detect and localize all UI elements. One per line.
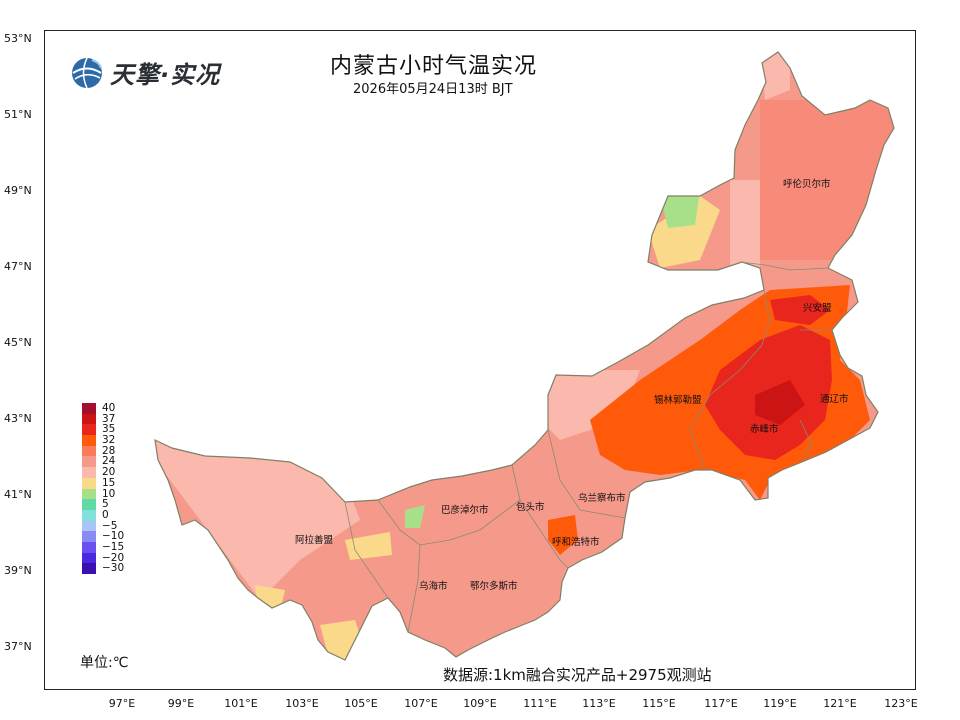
city-label-hulunbuir: 呼伦贝尔市 <box>783 179 831 190</box>
legend-swatch <box>82 520 96 532</box>
patch-green-center <box>405 505 425 528</box>
map-title: 内蒙古小时气温实况 <box>330 54 538 79</box>
lon-tick-117: 117°E <box>704 697 738 710</box>
legend-swatch <box>82 413 96 425</box>
zone-cool-north-tip <box>760 52 790 100</box>
zone-hot-hohhot <box>548 515 578 555</box>
legend-swatch <box>82 467 96 478</box>
legend-swatch <box>82 499 96 510</box>
lat-tick-39: 39°N <box>4 564 32 577</box>
city-label-alxa: 阿拉善盟 <box>295 535 334 546</box>
globe-icon <box>72 57 102 88</box>
city-label-xilingol: 锡林郭勒盟 <box>654 395 702 406</box>
zone-cool-north <box>540 370 640 440</box>
legend-swatch <box>82 509 96 521</box>
patch-green-nw <box>660 190 700 228</box>
lon-tick-115: 115°E <box>642 697 676 710</box>
legend-label: −15 <box>102 540 125 553</box>
legend-swatch <box>82 424 96 436</box>
zone-hot-37 <box>755 380 805 425</box>
lon-tick-105: 105°E <box>344 697 378 710</box>
legend-swatch <box>82 456 96 468</box>
lon-tick-97: 97°E <box>108 697 136 710</box>
lon-tick-123: 123°E <box>884 697 918 710</box>
legend-label: 28 <box>102 444 116 457</box>
city-label-wuhai: 乌海市 <box>419 581 448 592</box>
legend-label: 35 <box>102 423 116 436</box>
city-label-baotou: 包头市 <box>516 502 545 513</box>
lat-tick-43: 43°N <box>4 412 32 425</box>
patch-yellow-nw <box>648 196 720 268</box>
lon-tick-103: 103°E <box>285 697 319 710</box>
legend-swatch <box>82 435 96 446</box>
legend-label: 32 <box>102 434 116 447</box>
legend-label: 40 <box>102 402 116 414</box>
lat-tick-53: 53°N <box>4 32 32 45</box>
legend-label: 0 <box>102 508 109 521</box>
legend-label: −10 <box>102 530 125 543</box>
legend-swatch <box>82 541 96 553</box>
lat-tick-37: 37°N <box>4 640 32 653</box>
inner-mongolia-outline <box>154 51 895 661</box>
league-boundaries <box>344 261 832 633</box>
lat-tick-41: 41°N <box>4 488 32 501</box>
logo-text: 天擎·实况 <box>110 61 221 89</box>
zone-hot-35-north <box>770 295 830 325</box>
legend-swatch <box>82 488 96 500</box>
city-label-bayannur: 巴彦淖尔市 <box>441 505 489 516</box>
legend-label: 37 <box>102 412 116 425</box>
legend-swatch <box>82 552 96 564</box>
legend-swatch <box>82 403 96 414</box>
city-label-hohhot: 呼和浩特市 <box>552 537 600 548</box>
city-label-chifeng: 赤峰市 <box>750 424 779 435</box>
lon-tick-109: 109°E <box>463 697 497 710</box>
lon-tick-101: 101°E <box>224 697 258 710</box>
legend-label: 20 <box>102 466 116 479</box>
lat-tick-51: 51°N <box>4 108 32 121</box>
city-label-xingan: 兴安盟 <box>803 303 832 314</box>
lon-tick-119: 119°E <box>763 697 797 710</box>
legend-label: 15 <box>102 476 116 489</box>
zone-cool-hulun-west <box>730 180 760 270</box>
lon-tick-107: 107°E <box>404 697 438 710</box>
legend-swatch <box>82 445 96 457</box>
legend-label: −30 <box>102 562 125 575</box>
lon-tick-121: 121°E <box>823 697 857 710</box>
tianqing-logo: 天擎·实况 <box>70 55 220 90</box>
legend-unit: 单位:℃ <box>80 655 129 671</box>
legend-swatch <box>82 477 96 489</box>
lon-tick-111: 111°E <box>523 697 557 710</box>
city-label-tongliao: 通辽市 <box>820 394 849 405</box>
lat-tick-47: 47°N <box>4 260 32 273</box>
legend-swatch <box>82 531 96 542</box>
map-subtitle: 2026年05月24日13时 BJT <box>353 82 513 97</box>
lon-tick-113: 113°E <box>582 697 616 710</box>
legend-label: −20 <box>102 551 125 564</box>
zone-cool-west <box>155 440 360 600</box>
lat-tick-49: 49°N <box>4 184 32 197</box>
legend-swatch <box>82 563 96 574</box>
legend-label: 24 <box>102 455 116 468</box>
lat-tick-45: 45°N <box>4 336 32 349</box>
legend-label: 5 <box>102 498 109 511</box>
legend-label: 10 <box>102 487 116 500</box>
legend-label: −5 <box>102 519 118 532</box>
city-label-ordos: 鄂尔多斯市 <box>470 581 518 592</box>
lon-tick-99: 99°E <box>167 697 195 710</box>
city-label-ulanqab: 乌兰察布市 <box>578 493 626 504</box>
data-source: 数据源:1km融合实况产品+2975观测站 <box>443 666 712 684</box>
